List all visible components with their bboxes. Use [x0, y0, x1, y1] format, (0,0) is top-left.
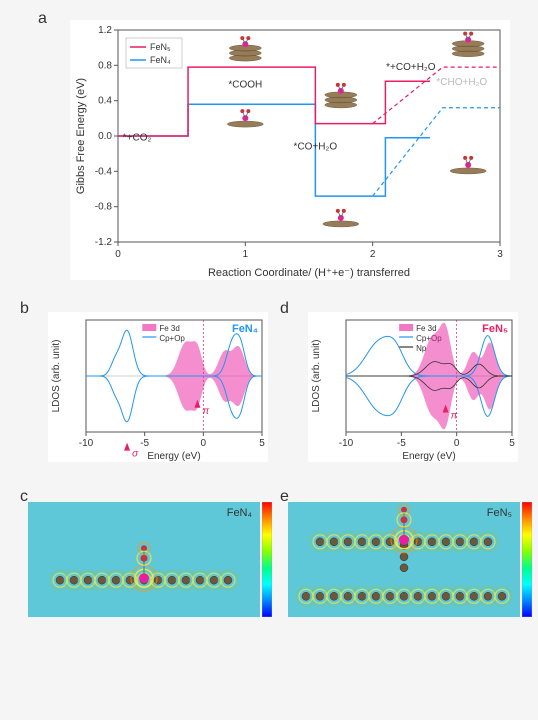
panel-e-svg: FeN₅	[288, 502, 520, 617]
svg-text:LDOS (arb. unit): LDOS (arb. unit)	[311, 340, 322, 413]
svg-text:Energy (eV): Energy (eV)	[402, 451, 455, 462]
panel-b-chart: -10 -5 0 5 Energy (eV) LDOS (arb. unit) FeN₄ Fe…	[48, 312, 268, 462]
svg-text:5: 5	[259, 438, 265, 449]
svg-text:*+CO+H₂O: *+CO+H₂O	[386, 62, 436, 73]
panel-a-svg: -1.2 -0.8 -0.4 0.0 0.4 0.8 1.2 0 1 2 3 Reaction Coo…	[70, 20, 510, 280]
svg-text:-10: -10	[339, 438, 354, 449]
svg-text:-0.4: -0.4	[95, 166, 113, 177]
panel-b-label: b	[20, 300, 29, 318]
svg-text:Reaction Coordinate/ (H⁺+e⁻) t: Reaction Coordinate/ (H⁺+e⁻) transferred	[208, 267, 410, 279]
svg-text:2: 2	[370, 249, 376, 260]
svg-text:*CO+H₂O: *CO+H₂O	[294, 141, 338, 152]
svg-text:0.8: 0.8	[98, 60, 112, 71]
panel-d-label: d	[280, 300, 289, 318]
svg-text:1: 1	[243, 249, 249, 260]
svg-text:Energy (eV): Energy (eV)	[147, 451, 200, 462]
panel-e-heatmap: FeN₅	[288, 502, 520, 617]
svg-text:-5: -5	[140, 438, 149, 449]
panel-d-chart: -10 -5 0 5 Energy (eV) LDOS (arb. unit) FeN₅ Fe…	[308, 312, 518, 462]
panel-a-chart: -1.2 -0.8 -0.4 0.0 0.4 0.8 1.2 0 1 2 3 Reaction Coo…	[70, 20, 510, 280]
svg-text:5: 5	[509, 438, 515, 449]
svg-text:0: 0	[115, 249, 121, 260]
svg-text:*COOH: *COOH	[228, 79, 262, 90]
svg-text:FeN₅: FeN₅	[482, 323, 508, 335]
svg-text:σ: σ	[132, 449, 139, 460]
svg-text:3: 3	[497, 249, 503, 260]
panel-c-colorbar	[262, 502, 272, 617]
svg-text:FeN₄: FeN₄	[227, 507, 253, 519]
svg-text:Cp+Op: Cp+Op	[159, 334, 185, 343]
svg-text:1.2: 1.2	[98, 25, 112, 36]
panel-b-svg: -10 -5 0 5 Energy (eV) LDOS (arb. unit) FeN₄ Fe…	[48, 312, 268, 462]
svg-text:Fe 3d: Fe 3d	[159, 324, 179, 333]
svg-text:π: π	[202, 406, 209, 417]
svg-text:FeN₅: FeN₅	[487, 507, 512, 519]
svg-text:Fe 3d: Fe 3d	[416, 324, 436, 333]
svg-text:π: π	[451, 411, 458, 422]
svg-text:0: 0	[201, 438, 207, 449]
svg-text:0.0: 0.0	[98, 131, 112, 142]
panel-a-label: a	[38, 10, 47, 28]
svg-text:FeN₄: FeN₄	[232, 323, 258, 335]
svg-text:0.4: 0.4	[98, 96, 112, 107]
svg-text:*+CO₂: *+CO₂	[123, 132, 152, 143]
panel-c-heatmap: FeN₄	[28, 502, 260, 617]
svg-text:-0.8: -0.8	[95, 202, 113, 213]
svg-text:*CHO+H₂O: *CHO+H₂O	[436, 77, 487, 88]
svg-text:-10: -10	[79, 438, 94, 449]
panel-d-svg: -10 -5 0 5 Energy (eV) LDOS (arb. unit) FeN₅ Fe…	[308, 312, 518, 462]
panel-c-svg: FeN₄	[28, 502, 260, 617]
svg-text:FeN₄: FeN₄	[150, 55, 171, 65]
svg-text:Gibbs Free Energy (eV): Gibbs Free Energy (eV)	[75, 78, 87, 194]
panel-c-label: c	[20, 488, 28, 506]
svg-text:-1.2: -1.2	[95, 237, 113, 248]
svg-text:-5: -5	[397, 438, 406, 449]
svg-text:0: 0	[454, 438, 460, 449]
svg-text:LDOS (arb. unit): LDOS (arb. unit)	[51, 340, 62, 413]
svg-text:FeN₅: FeN₅	[150, 42, 171, 52]
panel-e-colorbar	[522, 502, 532, 617]
